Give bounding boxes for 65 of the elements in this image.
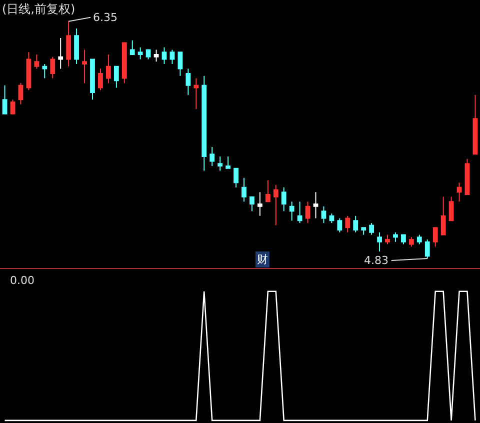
candlestick (250, 196, 254, 212)
candlestick (42, 64, 48, 79)
candlestick (234, 168, 238, 188)
candlestick (122, 42, 127, 84)
candlestick (289, 201, 294, 222)
candlestick (114, 66, 119, 88)
candlestick (66, 20, 72, 67)
candlestick (472, 94, 478, 155)
candlestick (186, 68, 191, 96)
candlestick (257, 192, 262, 216)
candlestick (98, 68, 103, 91)
candlestick (10, 99, 16, 114)
candlestick (408, 236, 414, 248)
candlestick (226, 156, 230, 169)
candlestick (337, 218, 342, 233)
candlestick (353, 215, 358, 233)
candlestick (58, 37, 64, 70)
candlestick (448, 196, 454, 222)
candlestick (2, 84, 8, 114)
candlestick (297, 201, 302, 224)
candlestick (178, 52, 183, 76)
candlestick (361, 227, 366, 236)
annotation: 6.35 (93, 11, 118, 24)
candlestick (34, 54, 40, 70)
annotation: 4.83 (364, 254, 388, 267)
candlestick (416, 234, 422, 245)
candlestick (385, 234, 390, 245)
candlestick (82, 49, 87, 84)
candlestick (345, 215, 350, 233)
candlestick (242, 177, 246, 202)
candlestick (305, 201, 310, 224)
candlestick (281, 186, 286, 212)
candlestick (154, 49, 159, 62)
candlestick (106, 54, 111, 84)
text: 0.00 (10, 274, 34, 287)
candlestick (456, 182, 462, 202)
candlestick (170, 49, 175, 65)
annotation: 财 (257, 253, 268, 266)
candlestick (26, 52, 32, 91)
candlestick (329, 212, 334, 224)
candlestick (401, 234, 406, 245)
candlestick (18, 82, 24, 105)
candlestick (424, 239, 430, 260)
candlestick (194, 78, 199, 110)
candlestick (138, 46, 143, 60)
candlestick (162, 46, 167, 65)
candlestick (218, 156, 223, 172)
candlestick (265, 180, 270, 202)
candlestick (210, 146, 215, 167)
candlestick (440, 196, 446, 236)
candlestick (202, 75, 207, 172)
candlestick (90, 58, 95, 100)
candlestick (321, 206, 326, 224)
candlestick (50, 56, 56, 79)
candlestick (74, 28, 79, 65)
candlestick (146, 49, 151, 60)
candlestick (273, 184, 278, 226)
candlestick (313, 192, 318, 219)
chart-title: (日线,前复权) (2, 2, 76, 16)
candlestick (393, 232, 398, 242)
candlestick (432, 227, 438, 248)
candlestick (130, 40, 135, 56)
candlestick (369, 222, 374, 236)
candlestick (377, 232, 382, 252)
candlestick (464, 158, 470, 195)
